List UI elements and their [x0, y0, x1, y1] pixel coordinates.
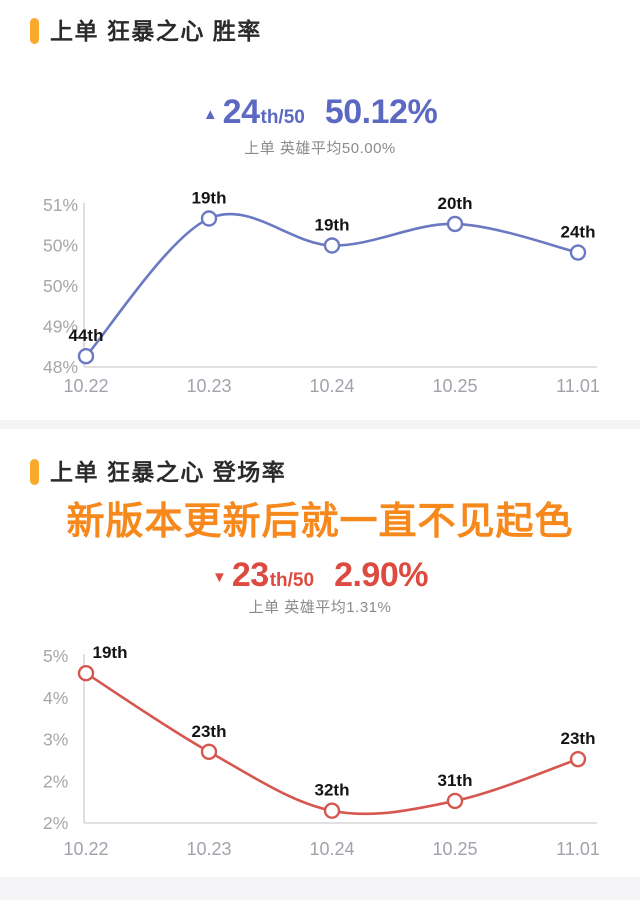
pickrate-section: 上单 狂暴之心 登场率	[0, 429, 640, 877]
x-tick-label: 10.23	[186, 839, 231, 859]
winrate-line-chart: 48% 49% 50% 50% 51% 10.22 10.23 10.24 10.25 11.01…	[43, 189, 600, 397]
x-tick-label: 10.25	[432, 839, 477, 859]
data-point-label: 24th	[561, 223, 596, 242]
data-point-label: 44th	[69, 326, 104, 345]
pickrate-line-chart: 2% 2% 3% 4% 5% 10.22 10.23 10.24 10.25 11.01 19th 2…	[43, 643, 600, 859]
data-point-marker	[569, 750, 587, 768]
data-point-marker	[323, 802, 341, 819]
x-tick-label: 11.01	[556, 376, 600, 396]
y-tick-label: 50%	[43, 236, 78, 256]
rank-number: 23	[231, 556, 269, 594]
data-point-marker	[200, 210, 218, 227]
x-tick-label: 10.23	[186, 376, 231, 396]
y-tick-label: 5%	[43, 646, 68, 666]
x-tick-label: 10.25	[432, 376, 477, 396]
section-divider	[0, 420, 640, 429]
y-tick-label: 2%	[43, 813, 68, 833]
y-tick-label: 48%	[43, 357, 78, 377]
trend-up-icon: ▲	[202, 106, 218, 123]
y-tick-label: 50%	[43, 276, 78, 296]
meme-caption-headline: 新版本更新后就一直不见起色	[66, 501, 574, 543]
y-tick-label: 3%	[43, 730, 68, 750]
data-point-label: 23th	[561, 729, 596, 748]
average-note: 上单 英雄平均1.31%	[248, 599, 392, 616]
footer-band	[0, 877, 640, 900]
y-tick-label: 49%	[43, 317, 78, 337]
data-point-marker	[323, 237, 341, 254]
data-point-marker	[77, 347, 95, 365]
x-tick-label: 10.22	[63, 839, 108, 859]
data-point-label: 23th	[192, 722, 227, 741]
trend-down-icon: ▼	[212, 569, 227, 586]
data-point-label: 32th	[315, 781, 350, 800]
winrate-title-row: 上单 狂暴之心 胜率	[30, 17, 262, 45]
winrate-rank-stat: ▲ 24 th/50 50.12%	[0, 93, 640, 132]
y-tick-label: 2%	[43, 771, 68, 791]
data-point-marker	[446, 792, 464, 810]
winrate-section: 上单 狂暴之心 胜率 ▲ 24 th/50 50.12% 上单 英雄平均50.0…	[0, 0, 640, 420]
x-tick-label: 10.22	[63, 376, 108, 396]
rank-suffix: th/50	[260, 107, 305, 128]
section-title: 上单 狂暴之心 胜率	[50, 18, 262, 44]
y-tick-label: 51%	[43, 195, 78, 215]
winrate-value: 50.12%	[324, 93, 438, 131]
data-point-label: 19th	[192, 189, 227, 208]
x-tick-label: 10.24	[309, 376, 354, 396]
trend-line	[84, 212, 580, 358]
pickrate-title-row: 上单 狂暴之心 登场率	[30, 458, 286, 486]
pickrate-value: 2.90%	[334, 556, 428, 594]
y-tick-label: 4%	[43, 688, 68, 708]
section-title: 上单 狂暴之心 登场率	[50, 459, 287, 485]
data-point-marker	[200, 743, 218, 760]
rank-suffix: th/50	[269, 570, 315, 591]
title-accent-bar	[30, 459, 39, 485]
data-point-label: 19th	[315, 216, 350, 235]
x-tick-label: 10.24	[309, 839, 354, 859]
average-note: 上单 英雄平均50.00%	[244, 140, 396, 157]
title-accent-bar	[30, 18, 39, 44]
pickrate-rank-stat: ▼ 23 th/50 2.90%	[0, 556, 640, 595]
data-point-label: 20th	[438, 194, 473, 213]
data-point-label: 19th	[93, 643, 128, 662]
data-point-label: 31th	[438, 771, 473, 790]
data-point-marker	[569, 244, 587, 261]
data-point-marker	[446, 215, 464, 233]
data-point-marker	[77, 664, 95, 682]
rank-number: 24	[222, 93, 260, 131]
x-tick-label: 11.01	[556, 839, 600, 859]
